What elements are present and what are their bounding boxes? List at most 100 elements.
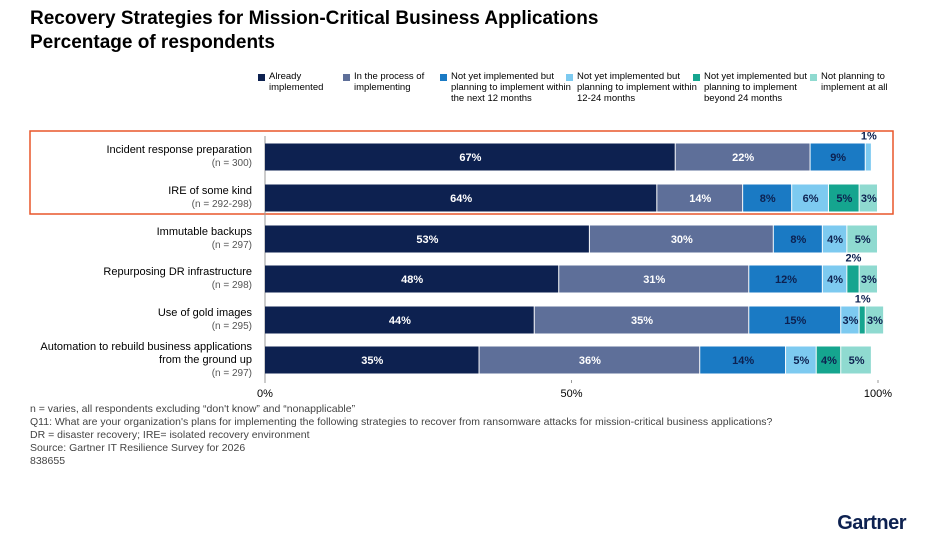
category-note: (n = 297) bbox=[211, 367, 252, 379]
value-label: 67% bbox=[459, 152, 481, 164]
value-label: 6% bbox=[803, 193, 819, 205]
value-label: 8% bbox=[760, 193, 776, 205]
value-label: 5% bbox=[793, 355, 809, 367]
bar-segment bbox=[749, 306, 841, 334]
bar-segment bbox=[479, 346, 700, 374]
bar-segment bbox=[859, 184, 877, 212]
bar-segment bbox=[265, 143, 675, 171]
category-note: (n = 300) bbox=[211, 158, 252, 169]
bar-segment bbox=[265, 265, 559, 293]
category-label: Use of gold images (n = 295) bbox=[32, 300, 252, 340]
value-label: 48% bbox=[401, 274, 423, 286]
chart-subtitle: Percentage of respondents bbox=[30, 32, 275, 53]
value-label: 44% bbox=[389, 315, 411, 327]
note-line: 838655 bbox=[30, 455, 66, 467]
bar-segment bbox=[822, 265, 847, 293]
category-name: Repurposing DR infrastructure bbox=[103, 266, 252, 278]
value-label: 8% bbox=[790, 234, 806, 246]
bar-segment bbox=[589, 225, 773, 253]
notes: n = varies, all respondents excluding “d… bbox=[30, 403, 850, 468]
x-tick-label: 100% bbox=[864, 388, 892, 400]
category-note: (n = 292-298) bbox=[191, 199, 252, 210]
x-tick-label: 50% bbox=[560, 388, 582, 400]
bar-segment bbox=[657, 184, 743, 212]
legend-swatch bbox=[566, 74, 573, 81]
legend-swatch bbox=[693, 74, 700, 81]
category-name: Incident response preparation bbox=[106, 144, 252, 156]
value-label: 9% bbox=[830, 152, 846, 164]
bar-segment bbox=[847, 225, 877, 253]
value-label: 5% bbox=[836, 193, 852, 205]
category-label: Automation to rebuild business applicati… bbox=[32, 340, 252, 380]
note-line: Source: Gartner IT Resilience Survey for… bbox=[30, 442, 246, 454]
legend-label: Not yet implemented but planning to impl… bbox=[577, 71, 697, 104]
bar-segment bbox=[700, 346, 786, 374]
value-label: 3% bbox=[861, 193, 877, 205]
bar-segment bbox=[786, 346, 816, 374]
value-label: 64% bbox=[450, 193, 472, 205]
bar-segment bbox=[743, 184, 792, 212]
legend-swatch bbox=[258, 74, 265, 81]
bar-segment bbox=[810, 143, 865, 171]
bar-segment bbox=[841, 346, 871, 374]
bar-segment bbox=[749, 265, 822, 293]
value-label: 4% bbox=[827, 234, 843, 246]
value-label: 14% bbox=[689, 193, 711, 205]
value-label: 3% bbox=[867, 315, 883, 327]
category-name: Immutable backups bbox=[156, 226, 252, 238]
bar-segment bbox=[859, 265, 877, 293]
category-note: (n = 295) bbox=[211, 321, 252, 332]
legend-swatch bbox=[343, 74, 350, 81]
value-label: 30% bbox=[671, 234, 693, 246]
bar-segment bbox=[816, 346, 841, 374]
legend-label: In the process of implementing bbox=[354, 71, 425, 93]
note-line: DR = disaster recovery; IRE= isolated re… bbox=[30, 429, 310, 441]
note-line: Q11: What are your organization's plans … bbox=[30, 416, 773, 428]
category-label: Repurposing DR infrastructure (n = 298) bbox=[32, 259, 252, 299]
legend-swatch bbox=[810, 74, 817, 81]
bar-segment bbox=[847, 265, 859, 293]
bar-segment bbox=[822, 225, 847, 253]
value-label: 36% bbox=[579, 355, 601, 367]
legend-label: Already implemented bbox=[269, 71, 324, 93]
value-label: 4% bbox=[821, 355, 837, 367]
bar-segment bbox=[773, 225, 822, 253]
legend-swatch bbox=[440, 74, 447, 81]
value-label: 2% bbox=[846, 252, 862, 264]
value-label: 3% bbox=[842, 315, 858, 327]
value-label: 1% bbox=[861, 130, 877, 142]
x-tick-label: 0% bbox=[257, 388, 273, 400]
category-note: (n = 298) bbox=[211, 280, 252, 291]
value-label: 5% bbox=[849, 355, 865, 367]
bar-segment bbox=[828, 184, 859, 212]
category-label: Immutable backups (n = 297) bbox=[32, 219, 252, 259]
bar-segment bbox=[792, 184, 828, 212]
legend-label: Not yet implemented but planning to impl… bbox=[451, 71, 571, 104]
category-note: (n = 297) bbox=[211, 240, 252, 251]
value-label: 14% bbox=[732, 355, 754, 367]
highlight-box bbox=[29, 130, 894, 215]
category-name: Use of gold images bbox=[157, 307, 252, 319]
brand-logo: Gartner bbox=[837, 512, 906, 534]
bar-segment bbox=[265, 184, 657, 212]
bar-segment bbox=[865, 143, 871, 171]
value-label: 3% bbox=[861, 274, 877, 286]
value-label: 5% bbox=[855, 234, 871, 246]
category-label: IRE of some kind (n = 292-298) bbox=[32, 178, 252, 218]
value-label: 31% bbox=[643, 274, 665, 286]
bar-segment bbox=[865, 306, 884, 334]
bar-segment bbox=[841, 306, 859, 334]
chart-title: Recovery Strategies for Mission-Critical… bbox=[30, 8, 599, 29]
value-label: 15% bbox=[784, 315, 806, 327]
value-label: 35% bbox=[631, 315, 653, 327]
bar-segment bbox=[265, 225, 589, 253]
legend-label: Not yet implemented but planning to impl… bbox=[704, 71, 807, 104]
bar-segment bbox=[265, 346, 479, 374]
value-label: 12% bbox=[775, 274, 797, 286]
value-label: 4% bbox=[827, 274, 843, 286]
category-name: Automation to rebuild business applicati… bbox=[40, 340, 252, 366]
value-label: 53% bbox=[416, 234, 438, 246]
category-label: Incident response preparation (n = 300) bbox=[32, 137, 252, 177]
bar-segment bbox=[559, 265, 749, 293]
